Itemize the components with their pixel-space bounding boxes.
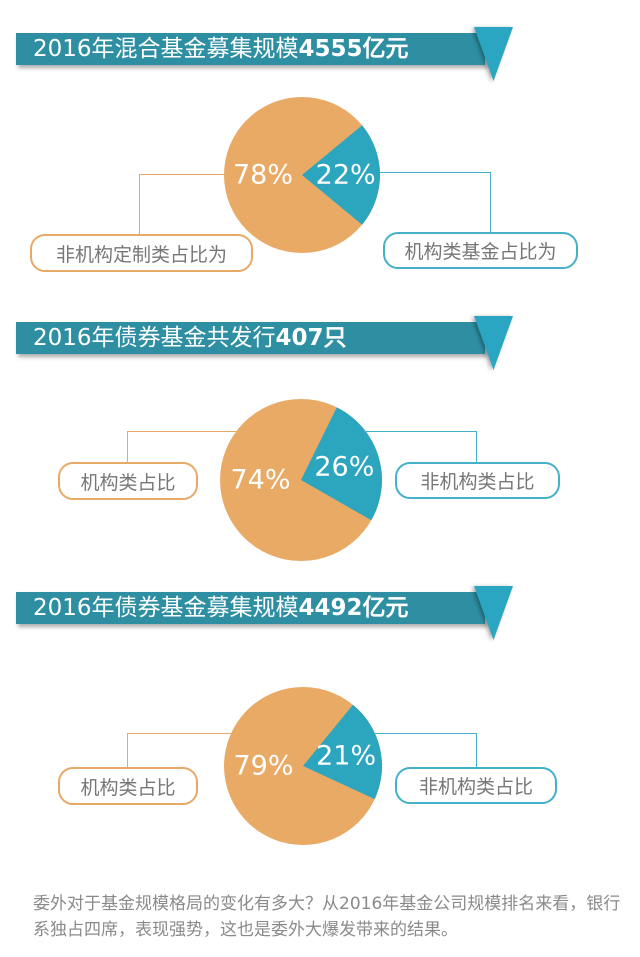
section-title-text: 2016年债券基金共发行 [33,325,276,351]
banner-ribbon-triangle-icon [474,586,513,640]
connector-line [127,431,128,463]
connector-line [375,733,476,734]
connector-line [139,174,140,235]
pie-minor-percent-label: 26% [314,451,375,483]
right-category-label: 机构类基金占比为 [383,232,578,269]
pie-minor-percent-label: 21% [316,740,377,772]
connector-line [127,733,231,734]
section-title-number: 4555亿元 [298,36,409,62]
pie-major-percent-label: 74% [230,464,291,496]
section-title-banner: 2016年债券基金募集规模4492亿元 [16,592,485,624]
connector-line [127,431,237,432]
pie-chart: 79% 21% [224,687,382,845]
pie-chart: 78% 22% [224,97,380,253]
left-category-label: 机构类占比 [58,462,198,500]
left-category-label: 非机构定制类占比为 [30,234,253,272]
footer-note: 委外对于基金规模格局的变化有多大？从2016年基金公司规模排名来看，银行系独占四… [33,894,621,941]
banner-ribbon-triangle-icon [474,27,513,81]
banner-ribbon-triangle-icon [474,316,513,370]
connector-line [476,733,477,768]
left-category-label: 机构类占比 [58,767,198,805]
pie-minor-percent-label: 22% [315,159,376,191]
pie-chart: 74% 26% [220,399,382,561]
section-title-banner: 2016年混合基金募集规模4555亿元 [16,33,485,65]
pie-major-percent-label: 79% [233,750,294,782]
connector-line [490,172,491,233]
connector-line [139,174,225,175]
section-title-banner: 2016年债券基金共发行407只 [16,322,485,354]
right-category-label: 非机构类占比 [395,462,560,499]
section-title-text: 2016年混合基金募集规模 [33,36,299,62]
section-title-text: 2016年债券基金募集规模 [33,595,299,621]
connector-line [380,172,490,173]
section-title-number: 407只 [275,325,347,351]
right-category-label: 非机构类占比 [395,767,557,804]
connector-line [366,431,476,432]
section-title-number: 4492亿元 [298,595,409,621]
connector-line [127,733,128,768]
pie-major-percent-label: 78% [232,159,294,191]
connector-line [476,431,477,463]
